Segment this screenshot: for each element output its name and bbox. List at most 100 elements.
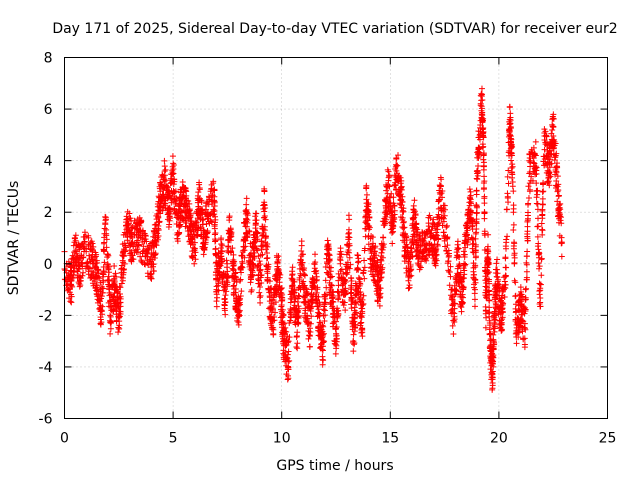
data-point-fill xyxy=(535,251,542,258)
data-point-fill xyxy=(215,280,222,287)
data-point-fill xyxy=(325,256,332,263)
data-point-fill xyxy=(430,216,437,223)
data-point-fill xyxy=(157,207,164,214)
data-point-fill xyxy=(321,293,328,300)
data-point-fill xyxy=(321,307,328,314)
data-point-fill xyxy=(306,343,313,350)
data-point-fill xyxy=(472,235,479,242)
data-point-fill xyxy=(479,118,486,125)
data-point-fill xyxy=(385,174,392,181)
data-point-fill xyxy=(191,260,198,267)
data-point-fill xyxy=(405,285,412,292)
data-point-fill xyxy=(221,295,228,302)
data-point-fill xyxy=(267,314,274,321)
data-point-fill xyxy=(540,188,547,195)
data-point-fill xyxy=(291,294,298,301)
data-point-fill xyxy=(399,214,406,221)
data-point-fill xyxy=(520,318,527,325)
data-point-fill xyxy=(346,216,353,223)
data-point xyxy=(380,222,387,229)
data-point-fill xyxy=(147,274,154,281)
data-point-fill xyxy=(498,309,505,316)
data-point-fill xyxy=(504,233,511,240)
data-point-fill xyxy=(355,266,362,273)
data-point-fill xyxy=(526,188,533,195)
data-point-fill xyxy=(317,319,324,326)
data-point-fill xyxy=(539,201,546,208)
data-point-fill xyxy=(434,241,441,248)
data-point-fill xyxy=(368,232,375,239)
data-point-fill xyxy=(227,249,234,256)
data-point-fill xyxy=(472,276,479,283)
data-point-fill xyxy=(95,266,102,273)
data-point-fill xyxy=(79,240,86,247)
data-point-fill xyxy=(355,285,362,292)
data-point-fill xyxy=(485,297,492,304)
data-point-fill xyxy=(237,266,244,273)
data-point xyxy=(178,196,185,203)
data-point-fill xyxy=(416,254,423,261)
data-point-fill xyxy=(73,250,80,257)
data-point-fill xyxy=(211,219,218,226)
data-point-fill xyxy=(406,284,413,291)
data-point-fill xyxy=(546,143,553,150)
data-point-fill xyxy=(346,265,353,272)
data-point-fill xyxy=(270,301,277,308)
data-point-fill xyxy=(206,196,213,203)
data-point-fill xyxy=(374,267,381,274)
data-point-fill xyxy=(351,341,358,348)
data-point-fill xyxy=(333,318,340,325)
data-point-fill xyxy=(246,227,253,234)
data-point-fill xyxy=(67,298,74,305)
data-point-fill xyxy=(535,240,542,247)
data-point-fill xyxy=(301,272,308,279)
data-point-fill xyxy=(509,174,516,181)
data-point-fill xyxy=(546,182,553,189)
data-point-fill xyxy=(459,291,466,298)
data-point-fill xyxy=(179,216,186,223)
data-point xyxy=(274,260,281,267)
data-point-fill xyxy=(430,255,437,262)
data-point-fill xyxy=(499,292,506,299)
data-point-fill xyxy=(485,269,492,276)
data-point xyxy=(278,302,285,309)
data-point xyxy=(252,222,259,229)
data-point-fill xyxy=(363,220,370,227)
data-point-fill xyxy=(554,173,561,180)
data-point-fill xyxy=(256,289,263,296)
data-point-fill xyxy=(360,301,367,308)
data-point-fill xyxy=(308,286,315,293)
data-point-fill xyxy=(267,304,274,311)
data-point-fill xyxy=(355,259,362,266)
data-point xyxy=(315,312,322,319)
data-point-fill xyxy=(389,240,396,247)
data-point-fill xyxy=(508,157,515,164)
data-point-fill xyxy=(510,202,517,209)
data-point-fill xyxy=(550,111,557,118)
data-point xyxy=(367,247,374,254)
data-point-fill xyxy=(111,263,118,270)
data-point-fill xyxy=(320,306,327,313)
data-point-fill xyxy=(229,245,236,252)
data-point-fill xyxy=(514,314,521,321)
data-point-fill xyxy=(539,195,546,202)
data-point-fill xyxy=(183,219,190,226)
data-point xyxy=(311,260,318,267)
data-point-fill xyxy=(135,241,142,248)
data-point-fill xyxy=(270,324,277,331)
data-point-fill xyxy=(191,231,198,238)
data-point-fill xyxy=(165,224,172,231)
data-point-fill xyxy=(285,348,292,355)
data-point-fill xyxy=(257,266,264,273)
data-point-fill xyxy=(172,200,179,207)
data-point-fill xyxy=(362,225,369,232)
data-point-fill xyxy=(223,288,230,295)
data-point-fill xyxy=(445,258,452,265)
data-point-fill xyxy=(543,133,550,140)
data-point-fill xyxy=(515,319,522,326)
data-point xyxy=(161,178,168,185)
data-point-fill xyxy=(360,269,367,276)
data-point-fill xyxy=(227,225,234,232)
data-point-fill xyxy=(307,320,314,327)
